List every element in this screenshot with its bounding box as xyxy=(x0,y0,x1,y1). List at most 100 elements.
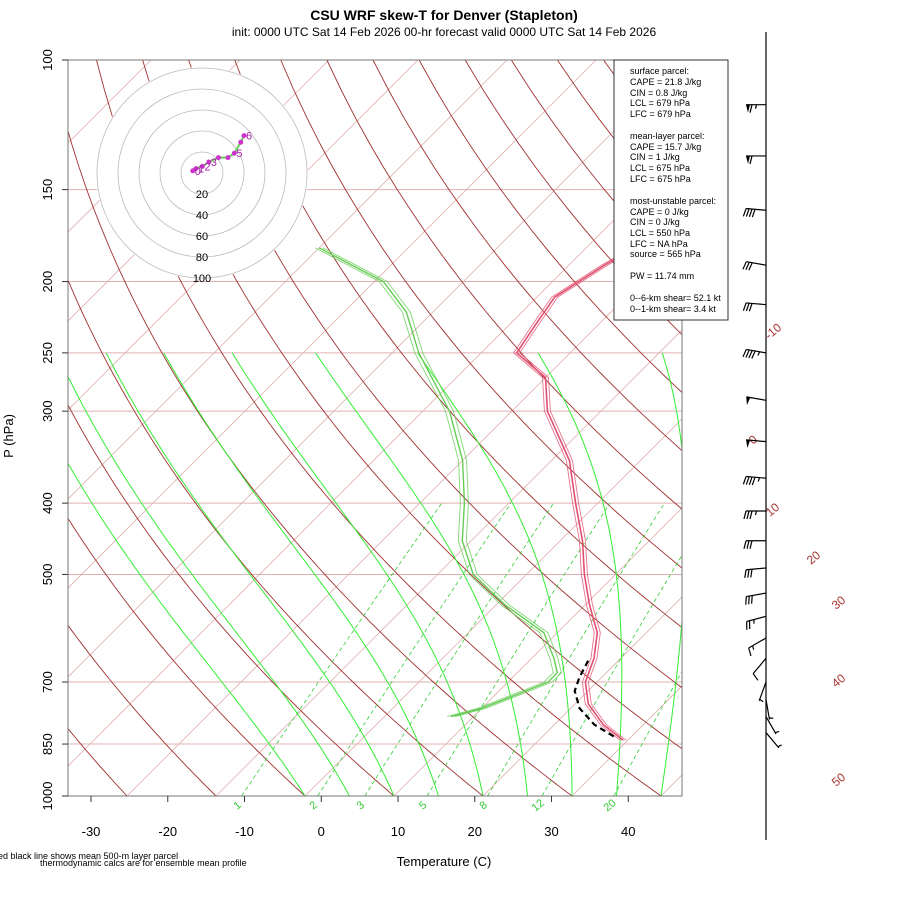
hodograph-ring-label: 60 xyxy=(196,231,208,243)
wind-barb-shaft xyxy=(746,475,767,479)
wind-barbs xyxy=(742,104,782,749)
y-tick-label: 400 xyxy=(40,492,55,514)
wind-barb-flag xyxy=(746,439,751,449)
hodograph-point xyxy=(238,139,244,145)
dry-adiabat-line xyxy=(68,404,395,796)
info-surface-cape: CAPE = 21.8 J/kg xyxy=(630,77,701,87)
wind-barb-feather xyxy=(751,477,756,486)
isotherm-label: 40 xyxy=(829,671,848,691)
isotherm-line xyxy=(68,60,508,500)
hodograph-ring xyxy=(117,88,287,258)
wind-barb-flag xyxy=(746,104,750,113)
dry-adiabat-line xyxy=(280,60,682,569)
x-tick-label: -20 xyxy=(158,824,177,839)
mixing-ratio-line xyxy=(364,502,554,796)
wind-barb-feather xyxy=(745,208,750,217)
moist-adiabat-line xyxy=(68,375,350,796)
wind-barb-shaft xyxy=(765,732,780,749)
hodograph-ring-label: 100 xyxy=(193,273,211,285)
mixing-ratio-label: 5 xyxy=(417,799,429,812)
y-tick-label: 850 xyxy=(40,733,55,755)
wind-barb-feather xyxy=(748,262,753,271)
wind-barb xyxy=(752,657,767,681)
mixing-ratio-label: 8 xyxy=(477,799,489,812)
wind-barb-feather xyxy=(746,510,750,520)
dry-adiabat-line xyxy=(68,624,217,796)
wind-barb-half-feather xyxy=(757,351,761,356)
dry-adiabat-line xyxy=(834,60,900,796)
y-tick-label: 700 xyxy=(40,671,55,693)
info-ml-lfc: LFC = 675 hPa xyxy=(630,174,691,184)
dry-adiabat-line xyxy=(326,60,682,510)
wind-barb-feather xyxy=(748,350,753,359)
wind-barb xyxy=(746,439,767,449)
grid-layer xyxy=(68,60,900,796)
info-ml-cape: CAPE = 15.7 J/kg xyxy=(630,142,701,152)
isotherm-line xyxy=(215,329,682,796)
hodograph-ring-label: 20 xyxy=(196,189,208,201)
info-mu-cape: CAPE = 0 J/kg xyxy=(630,207,689,217)
wind-barb xyxy=(744,567,767,578)
moist-adiabat-line xyxy=(315,352,528,796)
x-axis-label: Temperature (C) xyxy=(397,854,492,869)
x-tick-label: 0 xyxy=(318,824,325,839)
info-box: surface parcel: CAPE = 21.8 J/kg CIN = 0… xyxy=(613,59,729,321)
wind-barb-feather xyxy=(748,647,752,657)
dry-adiabat-line xyxy=(234,60,682,629)
wind-barb-feather xyxy=(750,569,753,578)
y-tick-label: 500 xyxy=(40,564,55,586)
isotherm-label: 30 xyxy=(829,593,848,613)
hodograph-point xyxy=(199,163,205,169)
info-mu-cin: CIN = 0 J/kg xyxy=(630,217,680,227)
info-surface-cin: CIN = 0.8 J/kg xyxy=(630,88,687,98)
hodograph-point xyxy=(215,155,221,161)
dry-adiabat-line xyxy=(96,60,662,796)
wind-barb-feather xyxy=(742,302,747,311)
dewpoint-trace-member xyxy=(314,247,554,718)
parcel-trace xyxy=(573,657,615,738)
wind-barb xyxy=(743,540,766,549)
wind-barb xyxy=(743,510,766,520)
wind-barb-feather xyxy=(747,569,750,578)
hodograph-point xyxy=(206,159,212,165)
x-tick-label: 20 xyxy=(468,824,482,839)
wind-barb-shaft xyxy=(752,657,767,675)
wind-barb xyxy=(765,716,780,735)
info-mu-lfc: LFC = NA hPa xyxy=(630,239,688,249)
dry-adiabat-line xyxy=(68,728,128,796)
moist-adiabat-line xyxy=(105,352,395,796)
moist-adiabat-line xyxy=(660,352,682,796)
hodograph-ring-label: 80 xyxy=(196,252,208,264)
mixing-ratio-line xyxy=(613,670,682,796)
wind-barb-shaft xyxy=(746,592,767,598)
hodograph-point xyxy=(225,155,231,161)
wind-barb xyxy=(746,155,766,165)
wind-barb-half-feather xyxy=(759,698,764,703)
wind-barb-feather xyxy=(742,476,747,485)
hodograph-point xyxy=(231,150,237,156)
wind-barb-half-feather xyxy=(751,645,755,650)
dry-adiabat-line xyxy=(188,60,682,689)
mixing-ratio-label: 2 xyxy=(307,799,319,812)
moist-adiabat-line xyxy=(537,352,623,796)
info-ml-header: mean-layer parcel: xyxy=(630,131,705,141)
chart-title: CSU WRF skew-T for Denver (Stapleton) xyxy=(310,7,578,23)
hodograph-point xyxy=(193,166,199,172)
mixing-ratio-label: 3 xyxy=(355,799,367,812)
y-tick-label: 300 xyxy=(40,400,55,422)
x-tick-label: 30 xyxy=(544,824,558,839)
wind-barb xyxy=(745,592,767,605)
wind-barb-feather xyxy=(748,476,753,485)
y-tick-label: 200 xyxy=(40,271,55,293)
hodograph-height-label: 0 xyxy=(195,166,201,178)
dewpoint-trace-member xyxy=(322,247,562,718)
wind-barb-feather xyxy=(745,476,750,485)
wind-barb-feather xyxy=(745,596,747,605)
wind-barb-feather xyxy=(749,104,753,113)
hodograph-ring xyxy=(138,109,266,237)
dry-adiabat-line xyxy=(68,129,573,796)
mixing-ratio-label: 20 xyxy=(602,797,619,814)
mixing-ratio-line xyxy=(241,502,443,796)
wind-barb-flag xyxy=(746,155,750,164)
